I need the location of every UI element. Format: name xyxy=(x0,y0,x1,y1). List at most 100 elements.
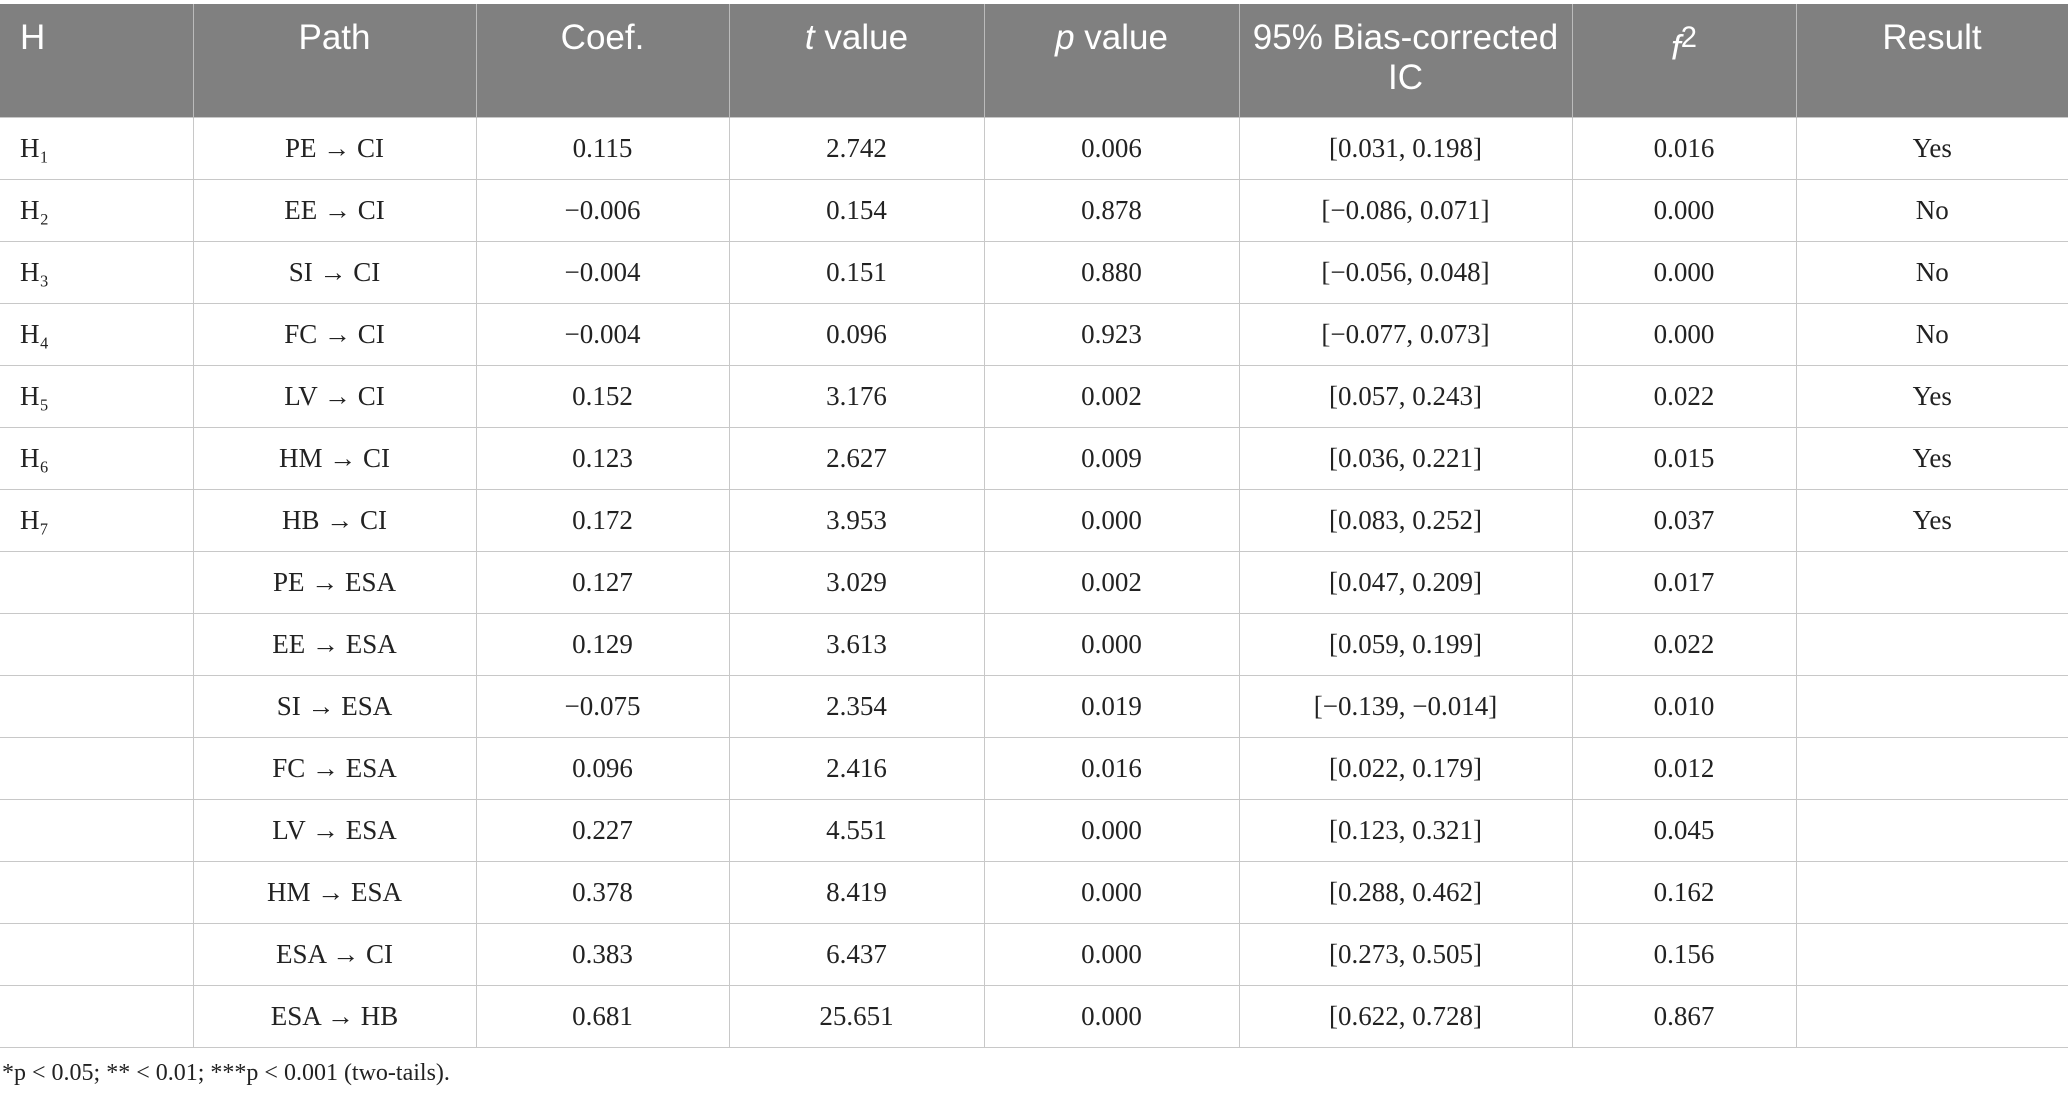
header-text: value xyxy=(824,18,909,57)
table-cell: EE → ESA xyxy=(192,612,477,676)
table-row: HM → ESA 0.378 8.419 0.000 [0.288, 0.462] 0.1… xyxy=(0,860,2068,924)
table-cell: 0.162 xyxy=(1571,860,1797,924)
table-cell xyxy=(0,736,194,800)
table-row: H₇ HB → CI 0.172 3.953 0.000 [0.083, 0.252] 0.… xyxy=(0,488,2068,552)
table-cell: −0.004 xyxy=(475,240,730,304)
table-cell: SI → ESA xyxy=(192,674,477,738)
table-cell: LV → ESA xyxy=(192,798,477,862)
table-cell xyxy=(1795,674,2068,738)
table-cell: [0.057, 0.243] xyxy=(1238,364,1573,428)
table-row: EE → ESA 0.129 3.613 0.000 [0.059, 0.199] 0.0… xyxy=(0,612,2068,676)
table-cell: [−0.139, −0.014] xyxy=(1238,674,1573,738)
header-italic: p xyxy=(1055,18,1075,57)
table-cell: [−0.077, 0.073] xyxy=(1238,302,1573,366)
header-row: H Path Coef. t value p value 95% Bias-correct… xyxy=(0,4,2068,117)
table-cell: 0.115 xyxy=(475,116,730,180)
table-cell: 0.000 xyxy=(1571,178,1797,242)
table-cell: 0.009 xyxy=(983,426,1240,490)
table-cell: 0.152 xyxy=(475,364,730,428)
table-cell xyxy=(1795,736,2068,800)
table-cell: 0.151 xyxy=(728,240,985,304)
table-cell: 0.880 xyxy=(983,240,1240,304)
table-cell: 3.953 xyxy=(728,488,985,552)
table-cell: 0.000 xyxy=(983,984,1240,1048)
table-cell: H₇ xyxy=(0,488,194,552)
table-cell: 0.867 xyxy=(1571,984,1797,1048)
table-cell: 0.378 xyxy=(475,860,730,924)
table-cell: H₃ xyxy=(0,240,194,304)
table-row: H₄ FC → CI −0.004 0.096 0.923 [−0.077, 0.073]… xyxy=(0,302,2068,366)
table-cell: 0.015 xyxy=(1571,426,1797,490)
table-cell: 0.000 xyxy=(1571,302,1797,366)
table-row: H₃ SI → CI −0.004 0.151 0.880 [−0.056, 0.048]… xyxy=(0,240,2068,304)
table-cell xyxy=(0,922,194,986)
table-cell: [0.622, 0.728] xyxy=(1238,984,1573,1048)
header-cell: t value xyxy=(729,4,985,117)
table-cell xyxy=(1795,612,2068,676)
table-cell: −0.006 xyxy=(475,178,730,242)
results-table: H Path Coef. t value p value 95% Bias-correct… xyxy=(0,4,2068,1048)
table-cell xyxy=(1795,984,2068,1048)
table-row: H₅ LV → CI 0.152 3.176 0.002 [0.057, 0.243] 0.… xyxy=(0,364,2068,428)
table-cell: [−0.086, 0.071] xyxy=(1238,178,1573,242)
header-italic: f xyxy=(1671,28,1681,68)
table-cell: 0.000 xyxy=(983,488,1240,552)
table-cell: 0.154 xyxy=(728,178,985,242)
table-cell: [0.288, 0.462] xyxy=(1238,860,1573,924)
header-italic: t xyxy=(804,18,815,57)
table-cell: 0.016 xyxy=(1571,116,1797,180)
table-cell: 0.000 xyxy=(1571,240,1797,304)
table-cell xyxy=(1795,860,2068,924)
table-cell: SI → CI xyxy=(192,240,477,304)
table-row: H₆ HM → CI 0.123 2.627 0.009 [0.036, 0.221] 0.… xyxy=(0,426,2068,490)
table-cell: 0.227 xyxy=(475,798,730,862)
table-cell: No xyxy=(1795,240,2068,304)
table-cell: PE → CI xyxy=(192,116,477,180)
table-cell: 3.176 xyxy=(728,364,985,428)
table-cell: HM → ESA xyxy=(192,860,477,924)
table-cell: 0.017 xyxy=(1571,550,1797,614)
table-cell: −0.075 xyxy=(475,674,730,738)
table-row: H₁ PE → CI 0.115 2.742 0.006 [0.031, 0.198] 0.… xyxy=(0,116,2068,180)
table-cell: EE → CI xyxy=(192,178,477,242)
table-cell: FC → ESA xyxy=(192,736,477,800)
header-cell: f2 xyxy=(1572,4,1797,117)
table-cell: 0.156 xyxy=(1571,922,1797,986)
table-cell: 0.129 xyxy=(475,612,730,676)
header-cell: Path xyxy=(193,4,477,117)
table-cell: 0.002 xyxy=(983,550,1240,614)
table-cell: H₂ xyxy=(0,178,194,242)
table-cell: 0.022 xyxy=(1571,364,1797,428)
table-cell: [0.036, 0.221] xyxy=(1238,426,1573,490)
table-cell: 0.096 xyxy=(728,302,985,366)
table-cell xyxy=(0,860,194,924)
table-cell: Yes xyxy=(1795,364,2068,428)
table-cell: [0.047, 0.209] xyxy=(1238,550,1573,614)
table-cell: Yes xyxy=(1795,426,2068,490)
table-cell: ESA → CI xyxy=(192,922,477,986)
table-cell: 2.742 xyxy=(728,116,985,180)
table-cell: 0.878 xyxy=(983,178,1240,242)
table-cell: 2.627 xyxy=(728,426,985,490)
table-cell: [−0.056, 0.048] xyxy=(1238,240,1573,304)
header-text: value xyxy=(1084,18,1168,57)
table-cell xyxy=(1795,922,2068,986)
table-cell: [0.031, 0.198] xyxy=(1238,116,1573,180)
table-cell: H₄ xyxy=(0,302,194,366)
table-cell: 8.419 xyxy=(728,860,985,924)
table-row: PE → ESA 0.127 3.029 0.002 [0.047, 0.209] 0.0… xyxy=(0,550,2068,614)
table-cell: 0.000 xyxy=(983,612,1240,676)
table-cell xyxy=(0,984,194,1048)
table-cell: 0.096 xyxy=(475,736,730,800)
table-cell: [0.123, 0.321] xyxy=(1238,798,1573,862)
table-cell: H₅ xyxy=(0,364,194,428)
table-cell: 25.651 xyxy=(728,984,985,1048)
table-cell: H₁ xyxy=(0,116,194,180)
table-body: H₁ PE → CI 0.115 2.742 0.006 [0.031, 0.198] 0.… xyxy=(0,116,2068,1048)
table-row: ESA → CI 0.383 6.437 0.000 [0.273, 0.505] 0.1… xyxy=(0,922,2068,986)
table-cell: [0.059, 0.199] xyxy=(1238,612,1573,676)
table-cell: No xyxy=(1795,302,2068,366)
table-cell: HM → CI xyxy=(192,426,477,490)
table-cell: 0.923 xyxy=(983,302,1240,366)
table-cell: ESA → HB xyxy=(192,984,477,1048)
